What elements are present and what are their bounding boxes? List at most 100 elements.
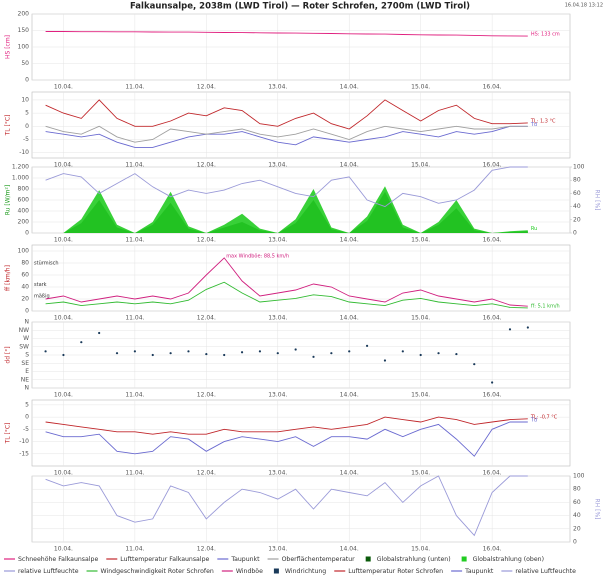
y2-tick-label: 20 xyxy=(573,216,581,223)
y-tick-label: 200 xyxy=(18,219,30,226)
line xyxy=(45,125,528,143)
y-tick-label: 0 xyxy=(25,230,29,237)
y-tick-label: 1.200 xyxy=(12,164,29,171)
point xyxy=(508,328,512,331)
y-tick-label: -5 xyxy=(23,136,29,143)
x-tick-label: 16.04. xyxy=(483,392,502,399)
end-label: Td xyxy=(530,418,537,424)
y2-tick-label: 0 xyxy=(573,230,577,237)
x-tick-label: 15.04. xyxy=(411,162,430,169)
line xyxy=(45,475,528,537)
legend-label: Lufttemperatur Falkaunsalpe xyxy=(120,556,209,563)
x-tick-label: 14.04. xyxy=(340,546,359,553)
y2-tick-label: 60 xyxy=(573,190,581,197)
x-tick-label: 15.04. xyxy=(411,546,430,553)
y2-tick-label: 80 xyxy=(573,486,581,493)
y-tick-label: 0 xyxy=(25,414,29,421)
y-axis-label: TL [°C] xyxy=(5,115,12,137)
y2-tick-label: 80 xyxy=(573,177,581,184)
x-tick-label: 15.04. xyxy=(411,392,430,399)
x-tick-label: 11.04. xyxy=(125,546,144,553)
y-tick-label: N xyxy=(25,319,30,326)
y2-tick-label: 100 xyxy=(573,473,585,480)
x-tick-label: 10.04. xyxy=(54,470,73,477)
y-axis-label: HS [cm] xyxy=(5,35,12,59)
panel xyxy=(31,399,571,467)
y2-tick-label: 40 xyxy=(573,512,581,519)
legend-label: Globalstrahlung (oben) xyxy=(473,556,544,563)
panel xyxy=(31,244,571,312)
point xyxy=(133,350,136,353)
x-tick-label: 11.04. xyxy=(125,315,144,322)
line xyxy=(45,166,528,208)
y-tick-label: 0 xyxy=(25,123,29,130)
line xyxy=(45,281,528,309)
point xyxy=(383,359,387,362)
x-tick-label: 16.04. xyxy=(483,315,502,322)
y-tick-label: 150 xyxy=(18,27,30,34)
line xyxy=(45,421,528,457)
x-tick-label: 10.04. xyxy=(54,392,73,399)
y-tick-label: 80 xyxy=(21,260,29,267)
legend-label: Windböe xyxy=(236,568,263,575)
legend-label: Taupunkt xyxy=(464,568,494,575)
x-tick-label: 10.04. xyxy=(54,546,73,553)
point xyxy=(276,352,279,355)
x-tick-label: 11.04. xyxy=(125,470,144,477)
point xyxy=(473,363,476,366)
point xyxy=(348,350,351,353)
legend-marker xyxy=(461,556,467,562)
line xyxy=(45,125,528,148)
point xyxy=(312,355,315,358)
line xyxy=(45,416,528,435)
y-tick-label: 800 xyxy=(18,186,30,193)
x-tick-label: 11.04. xyxy=(125,84,144,91)
y-tick-label: W xyxy=(23,335,29,342)
y-tick-label: NW xyxy=(19,327,29,334)
x-tick-label: 14.04. xyxy=(340,392,359,399)
y2-tick-label: 0 xyxy=(573,539,577,546)
point xyxy=(44,350,47,353)
point xyxy=(187,350,190,353)
level-label: mäßig xyxy=(34,294,50,300)
point xyxy=(401,350,404,353)
line xyxy=(45,257,528,307)
x-tick-label: 13.04. xyxy=(268,84,287,91)
y-tick-label: N xyxy=(25,385,30,392)
y2-tick-label: 100 xyxy=(573,164,585,171)
line xyxy=(45,99,528,130)
legend-label: Lufttemperatur Roter Schrofen xyxy=(348,568,443,575)
x-tick-label: 12.04. xyxy=(197,315,216,322)
y-axis-label: dd [°] xyxy=(5,346,12,363)
x-tick-label: 15.04. xyxy=(411,470,430,477)
y-tick-label: 5 xyxy=(25,110,29,117)
point xyxy=(169,352,172,355)
y-tick-label: -5 xyxy=(23,426,29,433)
legend-label: Taupunkt xyxy=(230,556,260,563)
legend-label: Windrichtung xyxy=(285,568,326,575)
point xyxy=(240,351,244,354)
y-tick-label: -15 xyxy=(19,450,29,457)
legend-label: Windgeschwindigkeit Roter Schrofen xyxy=(101,568,214,575)
x-tick-label: 10.04. xyxy=(54,315,73,322)
timestamp: 16.04.18 13:12 xyxy=(565,3,603,9)
x-tick-label: 16.04. xyxy=(483,470,502,477)
x-tick-label: 12.04. xyxy=(197,237,216,244)
y-tick-label: 10 xyxy=(21,96,29,103)
x-tick-label: 10.04. xyxy=(54,162,73,169)
x-tick-label: 14.04. xyxy=(340,315,359,322)
x-tick-label: 10.04. xyxy=(54,237,73,244)
x-tick-label: 15.04. xyxy=(411,315,430,322)
x-tick-label: 13.04. xyxy=(268,315,287,322)
y-tick-label: 100 xyxy=(18,44,30,51)
x-tick-label: 12.04. xyxy=(197,470,216,477)
y-tick-label: 100 xyxy=(18,248,30,255)
legend-marker xyxy=(273,568,279,574)
y-axis-label: Ru [W/m²] xyxy=(5,185,12,216)
area xyxy=(45,186,528,233)
x-tick-label: 12.04. xyxy=(197,84,216,91)
x-tick-label: 13.04. xyxy=(268,546,287,553)
end-label: HS: 133 cm xyxy=(531,32,560,38)
y-tick-label: -10 xyxy=(19,149,29,156)
